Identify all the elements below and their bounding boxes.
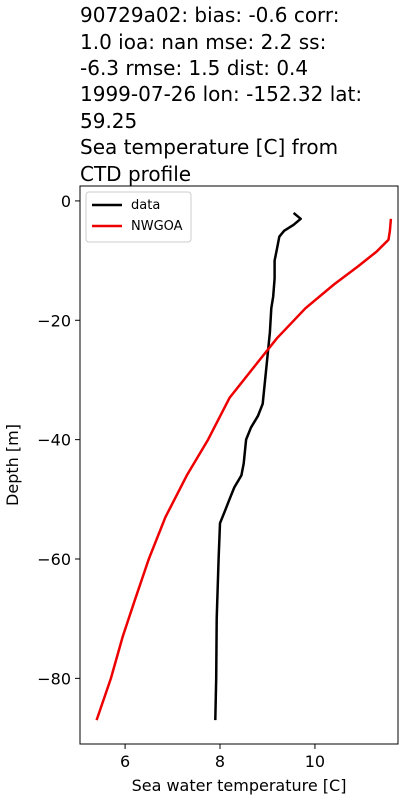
x-tick-label: 6 [120,752,130,771]
legend-label-data: data [131,198,160,213]
chart-title: 90729a02: bias: -0.6 corr: 1.0 ioa: nan … [80,3,362,186]
y-tick-label: −20 [37,311,71,330]
title-line-4: 1999-07-26 lon: -152.32 lat: [80,82,362,106]
x-tick-label: 8 [215,752,225,771]
legend: data NWGOA [85,191,192,243]
series-line-nwgoa [95,218,393,721]
y-tick-label: −80 [37,669,71,688]
x-axis-label: Sea water temperature [C] [132,776,347,795]
x-ticks: 6 8 10 [120,744,325,771]
title-line-1: 90729a02: bias: -0.6 corr: [80,3,340,27]
title-line-5: 59.25 [80,109,137,133]
title-line-3: -6.3 rmse: 1.5 dist: 0.4 [80,56,308,80]
title-line-2: 1.0 ioa: nan mse: 2.2 ss: [80,30,326,54]
plot-frame [79,185,399,745]
y-tick-label: −60 [37,550,71,569]
title-line-7: CTD profile [80,162,191,186]
title-line-6: Sea temperature [C] from [80,135,338,159]
y-axis-label: Depth [m] [3,424,22,506]
series-line-data [214,211,302,721]
series-lines [95,211,393,721]
y-tick-label: −40 [37,431,71,450]
y-ticks: 0 −20 −40 −60 −80 [37,192,80,688]
x-tick-label: 10 [305,752,325,771]
legend-label-nwgoa: NWGOA [131,219,183,234]
y-tick-label: 0 [61,192,71,211]
